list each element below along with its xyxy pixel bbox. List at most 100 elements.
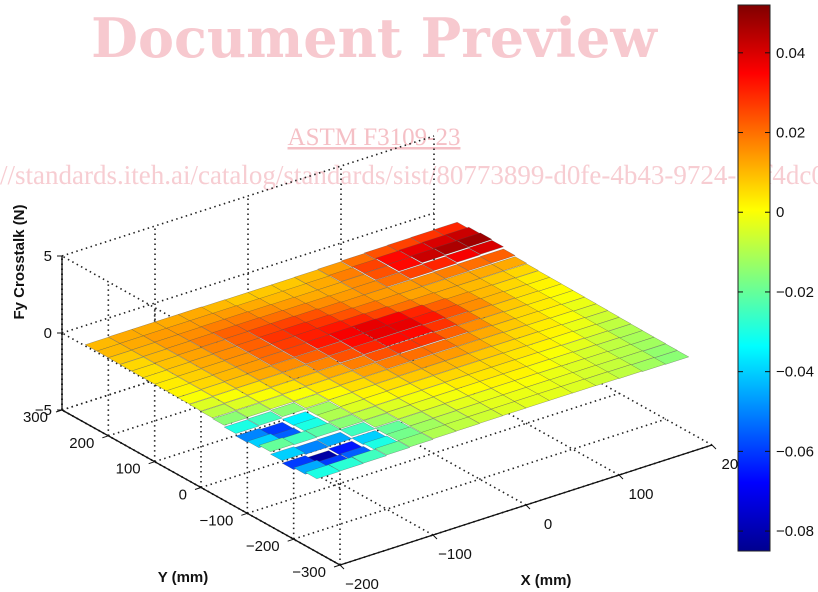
y-tick xyxy=(241,512,248,516)
y-tick-label: 200 xyxy=(69,435,94,452)
surface-patch xyxy=(351,362,388,378)
surface-patch xyxy=(269,446,306,461)
y-axis-label: Y (mm) xyxy=(158,569,209,586)
z-tick-label: 5 xyxy=(44,248,52,265)
surface-patch xyxy=(328,414,365,429)
surface-patch xyxy=(316,385,353,401)
floor-grid-y xyxy=(293,418,666,540)
surface-patch xyxy=(328,370,365,386)
y-tick xyxy=(102,435,109,439)
surface-patch xyxy=(305,334,342,349)
z-axis-label: Fy Crosstalk (N) xyxy=(11,204,28,319)
surface-patch xyxy=(375,272,412,288)
y-tick xyxy=(333,564,341,568)
watermark-url: https://standards.iteh.ai/catalog/standa… xyxy=(0,160,818,190)
surface-patch xyxy=(351,340,388,355)
x-tick xyxy=(339,564,345,570)
y-tick xyxy=(148,461,155,465)
surface-patch xyxy=(293,371,330,387)
y-tick xyxy=(287,538,294,542)
surface-patch xyxy=(363,265,400,281)
surface-patch xyxy=(420,424,457,440)
surface-patch xyxy=(374,376,411,391)
surface-patch xyxy=(339,399,376,414)
surface-patch xyxy=(211,411,249,426)
surface-patch xyxy=(281,364,318,380)
colorbar: 0.04 0.02 0 −0.02 −0.04 −0.06 −0.08 xyxy=(737,4,814,552)
surface-patch xyxy=(339,333,377,348)
x-tick-label: −200 xyxy=(345,576,379,592)
surface-patch xyxy=(293,393,330,409)
surface-patch xyxy=(270,402,307,417)
surface-patch xyxy=(386,256,423,272)
surface-patch xyxy=(281,386,318,402)
z-tick-label: −5 xyxy=(35,402,52,419)
surface-patch xyxy=(246,365,284,381)
surface-patch xyxy=(409,248,447,263)
surface-patch xyxy=(165,383,202,398)
back-wall-grid-z xyxy=(61,135,435,257)
colorbar-gradient xyxy=(737,4,771,552)
surface-patch xyxy=(177,389,214,405)
surface-patch xyxy=(235,402,272,418)
y-tick-label: −300 xyxy=(292,564,326,581)
surface-patch xyxy=(351,448,388,464)
colorbar-tick-label: 0 xyxy=(776,204,784,221)
y-tick-label: −200 xyxy=(246,538,280,555)
surface-patch xyxy=(304,378,342,394)
side-wall-grid-z xyxy=(61,255,341,412)
surface-patch xyxy=(444,248,481,263)
x-tick xyxy=(618,474,624,480)
surface-patch xyxy=(363,347,400,362)
colorbar-tick-label: −0.04 xyxy=(776,364,814,381)
surface xyxy=(84,221,690,480)
surface-patch xyxy=(304,422,341,438)
surface-patch xyxy=(397,368,434,384)
surface-patch xyxy=(420,403,458,419)
z-tick-label: 0 xyxy=(44,325,52,342)
x-tick-label: 100 xyxy=(628,486,653,503)
x-tick-label: −100 xyxy=(438,546,472,563)
surface-patch xyxy=(468,240,505,255)
surface-patch xyxy=(223,373,260,389)
surface-patch xyxy=(339,377,376,393)
surface-patch xyxy=(107,350,144,365)
surface-patch xyxy=(363,369,400,385)
x-tick xyxy=(432,534,438,540)
colorbar-tick-label: 0.02 xyxy=(776,125,805,142)
y-tick-label: 0 xyxy=(179,487,187,504)
surface-patch xyxy=(398,264,435,279)
colorbar-tick-label: −0.06 xyxy=(776,443,814,460)
watermark: Document Preview ASTM F3109-23 https://s… xyxy=(0,6,818,190)
colorbar-tick-label: 0.04 xyxy=(776,45,805,62)
axis-labels: Y (mm) X (mm) Fy Crosstalk (N) xyxy=(11,204,571,589)
surface-patch xyxy=(258,372,295,388)
surface-patch xyxy=(235,380,272,396)
surface-patch xyxy=(281,342,318,358)
surface-patch xyxy=(339,355,376,370)
surface-patch xyxy=(351,406,388,421)
surface-patch xyxy=(305,356,342,372)
surface-patch xyxy=(374,354,411,369)
surface-patch xyxy=(316,341,353,356)
surface-patch xyxy=(316,407,353,422)
surface-patch xyxy=(328,267,365,282)
surface-patch xyxy=(363,325,400,340)
surface-patch xyxy=(328,326,365,341)
surface-patch xyxy=(316,363,353,379)
surface-patch xyxy=(188,375,225,390)
surface-patch xyxy=(433,240,470,255)
y-tick-label: 100 xyxy=(116,461,141,478)
surface-patch xyxy=(444,395,481,411)
surface-patch xyxy=(421,256,458,271)
colorbar-tick-label: −0.08 xyxy=(776,523,814,540)
surface-patch xyxy=(223,419,260,434)
watermark-standard: ASTM F3109-23 xyxy=(288,124,461,151)
surface-patch xyxy=(212,388,249,404)
surface-patch xyxy=(374,398,411,413)
surface-patch xyxy=(351,258,388,274)
back-wall-grid-z xyxy=(61,212,435,334)
surface-patch xyxy=(270,379,307,395)
surface-patch xyxy=(328,348,365,363)
